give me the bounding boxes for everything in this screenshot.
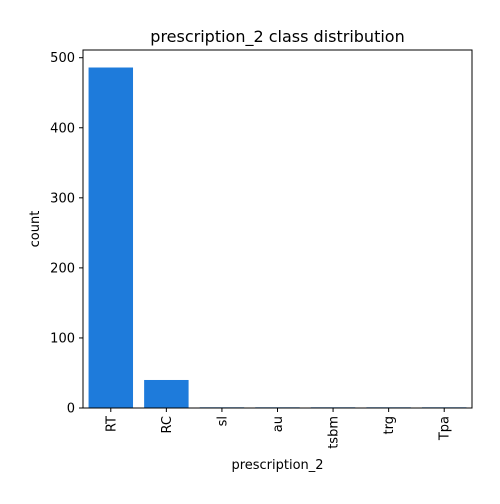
y-axis-label: count: [28, 211, 43, 248]
y-tick-label: 100: [50, 331, 75, 346]
bar-RT: [88, 67, 134, 408]
x-tick-label: tsbm: [327, 416, 342, 449]
y-tick-label: 500: [50, 51, 75, 66]
x-axis-ticks: RT RC sl au tsbm trg Tpa: [104, 408, 453, 449]
x-tick-label: sl: [215, 416, 230, 426]
y-tick-label: 300: [50, 191, 75, 206]
y-axis-ticks: 0 100 200 300 400 500: [50, 51, 83, 417]
bar-RC: [144, 379, 189, 408]
y-tick-label: 0: [67, 402, 75, 417]
plot-frame: [82, 49, 473, 409]
x-axis-label: prescription_2: [231, 458, 323, 473]
x-tick-label: RC: [160, 416, 175, 433]
y-tick-label: 200: [50, 261, 75, 276]
x-tick-label: au: [271, 416, 286, 432]
x-tick-label: RT: [104, 416, 119, 432]
bars-layer: [88, 67, 467, 408]
x-tick-label: trg: [382, 416, 397, 434]
chart-title: prescription_2 class distribution: [150, 27, 404, 47]
x-tick-label: Tpa: [438, 416, 453, 441]
y-tick-label: 400: [50, 121, 75, 136]
